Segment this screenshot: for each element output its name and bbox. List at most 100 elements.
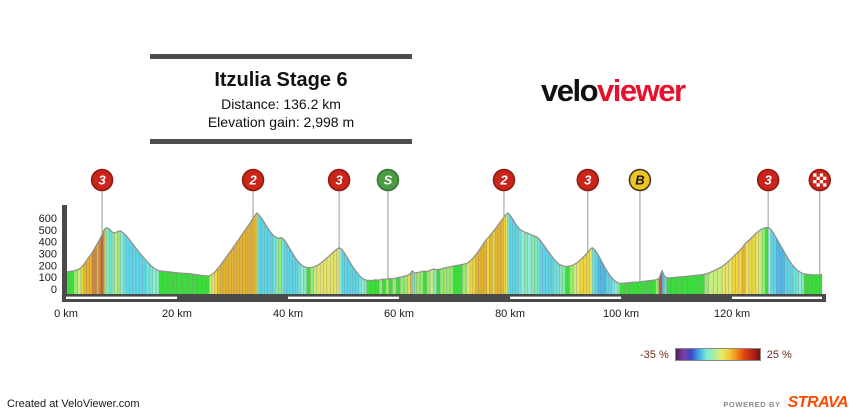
profile-slice (781, 247, 786, 297)
profile-slice (231, 245, 235, 297)
powered-by-label: POWERED BY (723, 400, 781, 409)
profile-slice (436, 268, 441, 297)
profile-slice (117, 230, 121, 297)
profile-slice (326, 254, 331, 297)
profile-slice (300, 263, 304, 297)
profile-slice (114, 231, 118, 297)
x-axis-label: 40 km (273, 308, 303, 320)
profile-slice (313, 265, 318, 297)
profile-slice (306, 267, 311, 297)
profile-slice (222, 256, 227, 297)
profile-slice (409, 270, 413, 297)
veloviewer-logo-viewer: viewer (597, 73, 686, 108)
y-axis-label: 100 (39, 272, 57, 284)
gradient-legend: -35 % 25 % (640, 348, 792, 361)
profile-slice (466, 260, 471, 297)
profile-slice (98, 236, 102, 297)
profile-slice (69, 270, 75, 297)
scalebar-segment (66, 296, 178, 299)
profile-slice (530, 234, 535, 297)
climb-category-marker (327, 168, 351, 192)
profile-slice (132, 242, 137, 297)
profile-slice (105, 227, 110, 297)
profile-slice (586, 249, 590, 297)
profile-outline (65, 212, 823, 284)
gradient-legend-max: 25 % (766, 348, 792, 361)
profile-slice (664, 275, 667, 297)
created-at-text: Created at VeloViewer.com (7, 398, 140, 410)
stage-title-block: Itzulia Stage 6 Distance: 136.2 km Eleva… (150, 54, 412, 144)
profile-slice (111, 231, 116, 297)
profile-slice (89, 251, 93, 297)
profile-slice (480, 241, 485, 297)
profile-slice (770, 228, 774, 297)
profile-slice (392, 277, 397, 297)
profile-slice (323, 257, 328, 297)
finish-checker-square (819, 173, 824, 177)
profile-slice (414, 272, 418, 297)
profile-slice (676, 276, 683, 297)
profile-slice (576, 259, 581, 297)
profile-slice (597, 253, 601, 297)
profile-slice (628, 282, 634, 297)
profile-slice (220, 260, 224, 297)
profile-slice (196, 274, 202, 297)
profile-slice (518, 227, 522, 297)
profile-slice (507, 212, 511, 297)
profile-slice (412, 270, 415, 297)
profile-slice (208, 274, 213, 297)
profile-slice (717, 266, 723, 297)
profile-slice (86, 255, 90, 297)
profile-slice (790, 261, 794, 297)
profile-slice (787, 256, 791, 297)
profile-slice (129, 238, 133, 297)
profile-slice (512, 218, 516, 297)
profile-slice (811, 274, 817, 297)
profile-slice (591, 247, 596, 297)
profile-slice (388, 278, 393, 297)
profile-slice (96, 240, 99, 297)
profile-slice (655, 278, 660, 297)
scalebar-segment (732, 296, 822, 299)
profile-slice (225, 253, 229, 297)
profile-slice (583, 252, 587, 297)
profile-slice (449, 265, 454, 297)
profile-slice (329, 251, 334, 297)
profile-slice (453, 264, 459, 297)
profile-slice (745, 239, 749, 297)
profile-slice (77, 267, 82, 297)
profile-slice (443, 267, 448, 297)
profile-slice (297, 260, 302, 297)
profile-slice (492, 228, 496, 297)
y-axis-label: 500 (39, 225, 57, 237)
profile-slice (616, 282, 621, 297)
profile-slice (382, 278, 386, 297)
profile-slice (439, 267, 444, 297)
profile-slice (336, 247, 340, 297)
profile-slice (233, 241, 238, 297)
profile-slice (283, 238, 288, 297)
profile-slice (497, 220, 501, 297)
marker-label: S (384, 173, 393, 188)
profile-slice (172, 271, 178, 297)
finish-checker-square (816, 176, 820, 180)
profile-slice (559, 264, 563, 297)
profile-slice (349, 261, 354, 297)
profile-slice (751, 233, 756, 297)
profile-slice (457, 264, 463, 297)
gradient-legend-bar (674, 348, 761, 361)
profile-slice (509, 214, 514, 297)
profile-slice (798, 270, 802, 297)
profile-slice (309, 266, 314, 297)
profile-slice (698, 274, 705, 297)
profile-slice (624, 282, 630, 297)
profile-slice (385, 278, 390, 297)
profile-slice (267, 226, 271, 297)
profile-slice (125, 234, 130, 297)
y-axis-bar (62, 205, 67, 302)
veloviewer-logo: veloviewer (541, 73, 686, 108)
profile-slice (281, 236, 285, 297)
bonus-marker (628, 168, 652, 192)
profile-slice (500, 216, 504, 297)
